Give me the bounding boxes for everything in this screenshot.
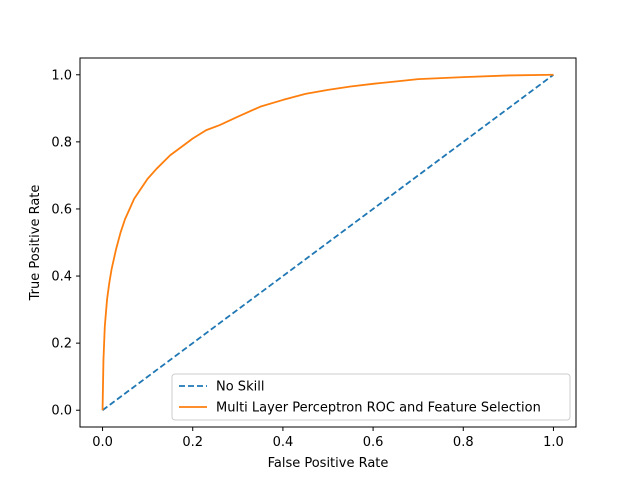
x-tick-label: 1.0 (543, 435, 564, 450)
x-tick-label: 0.8 (453, 435, 474, 450)
y-tick-label: 0.4 (51, 270, 72, 285)
x-tick-label: 0.2 (182, 435, 203, 450)
axis-ticks: 0.0 0.2 0.4 0.6 0.8 1.0 0.0 0.2 0.4 0.6 0.8 1.0 (51, 68, 563, 450)
x-tick-label: 0.6 (363, 435, 384, 450)
plot-frame (79, 57, 577, 428)
y-axis-label: True Positive Rate (28, 185, 43, 302)
legend-entry-mlp: Multi Layer Perceptron ROC and Feature S… (216, 401, 541, 416)
legend-box (171, 373, 571, 421)
series-line-no-skill (102, 74, 554, 411)
x-tick-label: 0.0 (92, 435, 113, 450)
legend: No Skill Multi Layer Perceptron ROC and … (171, 373, 571, 421)
y-tick-label: 0.0 (51, 404, 72, 419)
series-layer (101, 73, 554, 411)
x-tick-label: 0.4 (273, 435, 294, 450)
y-tick-label: 0.8 (51, 135, 72, 150)
y-tick-label: 0.6 (51, 202, 72, 217)
x-axis-label: False Positive Rate (268, 456, 389, 471)
y-tick-label: 0.2 (51, 337, 72, 352)
legend-entry-no-skill: No Skill (216, 380, 264, 395)
series-line-mlp-roc (101, 73, 554, 411)
y-tick-label: 1.0 (51, 68, 72, 83)
